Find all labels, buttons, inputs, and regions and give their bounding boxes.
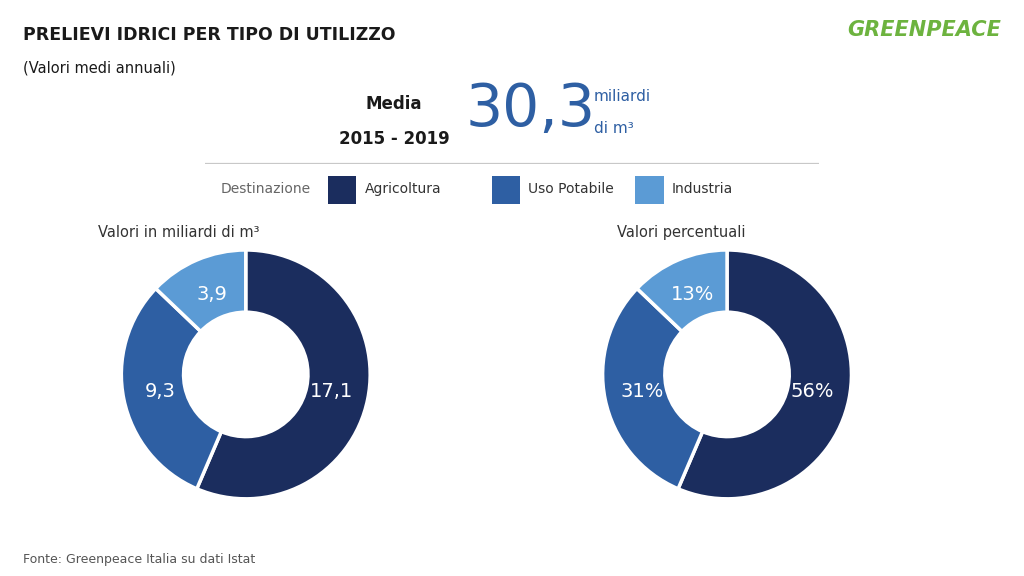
Text: 2015 - 2019: 2015 - 2019 [339,130,450,147]
Wedge shape [197,250,370,499]
Wedge shape [678,250,851,499]
Text: Media: Media [366,95,423,113]
Text: di m³: di m³ [594,121,634,136]
Wedge shape [122,289,221,489]
Wedge shape [603,289,702,489]
Text: Valori in miliardi di m³: Valori in miliardi di m³ [98,225,260,240]
Text: 31%: 31% [621,382,664,401]
Text: Destinazione: Destinazione [220,182,310,196]
Text: Agricoltura: Agricoltura [365,182,441,196]
Text: Fonte: Greenpeace Italia su dati Istat: Fonte: Greenpeace Italia su dati Istat [23,553,255,566]
Text: miliardi: miliardi [594,89,651,104]
Text: 3,9: 3,9 [196,285,227,304]
Wedge shape [156,250,246,331]
Wedge shape [637,250,727,331]
Text: 56%: 56% [791,382,835,401]
Text: Valori percentuali: Valori percentuali [616,225,745,240]
Text: PRELIEVI IDRICI PER TIPO DI UTILIZZO: PRELIEVI IDRICI PER TIPO DI UTILIZZO [23,26,395,44]
Text: GREENPEACE: GREENPEACE [848,20,1001,40]
Text: 9,3: 9,3 [145,382,176,401]
Text: 30,3: 30,3 [466,81,596,138]
Text: 13%: 13% [671,285,715,304]
Text: Industria: Industria [672,182,733,196]
Text: 17,1: 17,1 [309,382,352,401]
Text: Uso Potabile: Uso Potabile [528,182,614,196]
Text: (Valori medi annuali): (Valori medi annuali) [23,60,175,75]
